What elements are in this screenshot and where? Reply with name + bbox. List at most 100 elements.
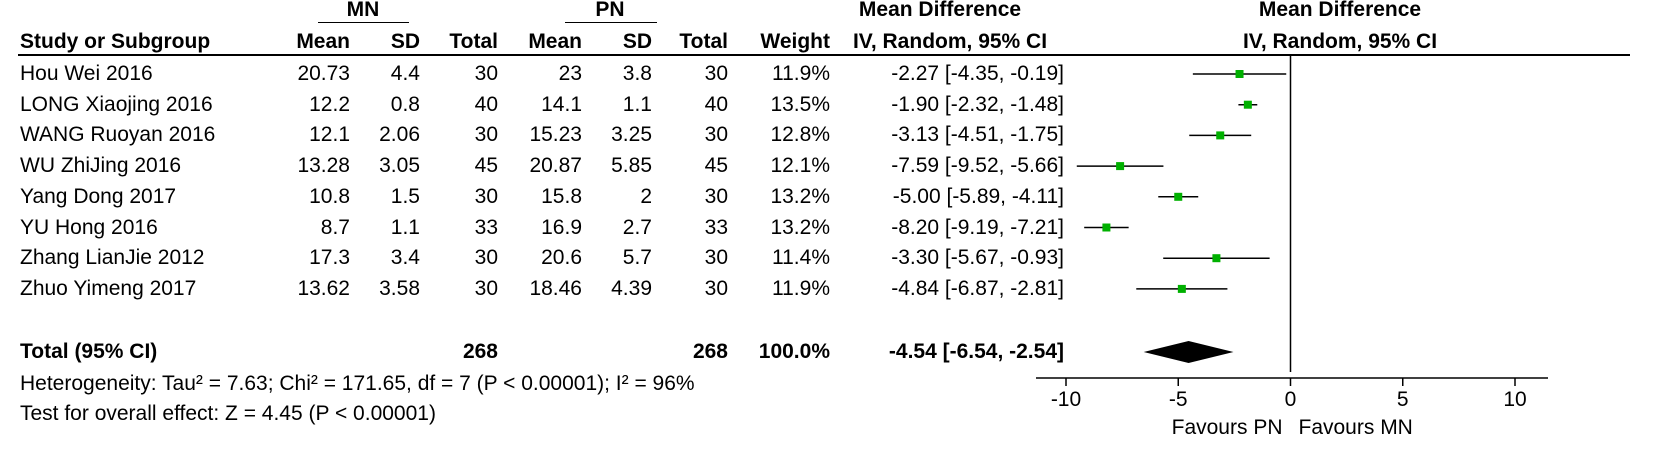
total2-cell: 30 [704, 184, 728, 208]
ci-cell: -3.30 [-5.67, -0.93] [891, 246, 1064, 270]
weight-col-header: Weight [760, 30, 830, 53]
total1-cell: 45 [474, 154, 498, 178]
total1-cell: 33 [474, 215, 498, 239]
mean1-cell: 13.28 [297, 154, 350, 178]
sd1-cell: 3.58 [379, 276, 420, 300]
sd1-cell: 2.06 [379, 123, 420, 147]
study-name: WANG Ruoyan 2016 [20, 123, 216, 147]
weight-cell: 13.2% [770, 215, 830, 239]
mean2-cell: 14.1 [541, 92, 582, 116]
point-estimate-marker [1212, 254, 1221, 263]
point-estimate-marker [1174, 192, 1183, 201]
study-name: Hou Wei 2016 [20, 62, 153, 85]
total-label: Total (95% CI) [20, 340, 158, 363]
weight-cell: 11.9% [772, 276, 830, 300]
md-plot-header: Mean Difference [1258, 0, 1422, 21]
total2-cell: 45 [704, 154, 728, 178]
point-estimate-marker [1116, 162, 1125, 171]
sd2-cell: 3.25 [611, 123, 652, 147]
sd2-cell: 3.8 [622, 62, 652, 85]
total2-cell: 40 [704, 92, 728, 116]
sd2-cell: 4.39 [611, 276, 652, 300]
sd1-cell: 3.4 [390, 246, 420, 270]
total2-cell: 30 [704, 246, 728, 270]
sd2-cell: 5.7 [622, 246, 652, 270]
sd2-cell: 1.1 [622, 92, 652, 116]
mean1-cell: 8.7 [320, 215, 350, 239]
total1-cell: 30 [474, 276, 498, 300]
study-name: Yang Dong 2017 [20, 184, 177, 208]
mean1-cell: 12.1 [309, 123, 350, 147]
x-tick-label: -5 [1169, 388, 1188, 411]
sd2-cell: 2.7 [622, 215, 652, 239]
sd2-cell: 5.85 [611, 154, 652, 178]
pooled-diamond [1143, 341, 1234, 363]
total-weight: 100.0% [758, 340, 830, 363]
group2-rule [565, 22, 657, 23]
mean2-cell: 20.87 [529, 154, 582, 178]
point-estimate-marker [1235, 70, 1244, 78]
weight-cell: 13.5% [770, 92, 830, 116]
group2-header: PN [595, 0, 625, 21]
mean2-cell: 20.6 [541, 246, 582, 270]
point-estimate-marker [1102, 223, 1111, 232]
mean1-cell: 12.2 [309, 92, 350, 116]
header-rule [18, 54, 1630, 56]
study-name: Zhang LianJie 2012 [20, 246, 205, 270]
mean1-col-header: Mean [296, 30, 350, 53]
overall-effect-text: Test for overall effect: Z = 4.45 (P < 0… [20, 402, 436, 425]
sd1-cell: 3.05 [379, 154, 420, 178]
ci-cell: -4.84 [-6.87, -2.81] [891, 276, 1064, 300]
ci-cell: -7.59 [-9.52, -5.66] [891, 154, 1064, 178]
x-tick-label: 10 [1503, 388, 1526, 411]
sd1-cell: 4.4 [390, 62, 420, 85]
total-ci: -4.54 [-6.54, -2.54] [888, 340, 1064, 363]
md-method-table-header: IV, Random, 95% CI [852, 30, 1048, 53]
weight-cell: 12.1% [770, 154, 830, 178]
weight-cell: 11.4% [772, 246, 830, 270]
ci-cell: -8.20 [-9.19, -7.21] [891, 215, 1064, 239]
weight-cell: 13.2% [770, 184, 830, 208]
heterogeneity-text: Heterogeneity: Tau² = 7.63; Chi² = 171.6… [20, 372, 695, 395]
total1-cell: 30 [474, 123, 498, 147]
mean2-col-header: Mean [528, 30, 582, 53]
mean1-cell: 20.73 [297, 62, 350, 85]
x-tick-label: -10 [1051, 388, 1081, 411]
mean2-cell: 18.46 [529, 276, 582, 300]
point-estimate-marker [1243, 100, 1252, 109]
sd2-cell: 2 [640, 184, 652, 208]
x-tick-label: 5 [1397, 388, 1409, 411]
md-table-header: Mean Difference [858, 0, 1022, 21]
mean2-cell: 16.9 [541, 215, 582, 239]
group1-header: MN [346, 0, 380, 21]
study-name: LONG Xiaojing 2016 [20, 92, 213, 116]
mean2-cell: 15.8 [541, 184, 582, 208]
favours-right-label: Favours MN [1299, 416, 1413, 439]
sd1-col-header: SD [390, 30, 420, 53]
weight-cell: 11.9% [772, 62, 830, 85]
total2-cell: 33 [704, 215, 728, 239]
x-tick-label: 0 [1285, 388, 1297, 411]
total1-col-header: Total [449, 30, 498, 53]
total2-value: 268 [692, 340, 728, 363]
ci-cell: -2.27 [-4.35, -0.19] [891, 62, 1064, 85]
mean1-cell: 10.8 [309, 184, 350, 208]
total2-cell: 30 [704, 123, 728, 147]
total2-cell: 30 [704, 276, 728, 300]
mean2-cell: 23 [558, 62, 582, 85]
sd1-cell: 1.5 [390, 184, 420, 208]
sd1-cell: 1.1 [390, 215, 420, 239]
ci-cell: -5.00 [-5.89, -4.11] [892, 184, 1064, 208]
weight-cell: 12.8% [770, 123, 830, 147]
point-estimate-marker [1177, 284, 1186, 293]
total1-value: 268 [462, 340, 498, 363]
mean1-cell: 17.3 [309, 246, 350, 270]
point-estimate-marker [1216, 131, 1225, 140]
total1-cell: 30 [474, 246, 498, 270]
study-name: YU Hong 2016 [20, 215, 158, 239]
group1-rule [318, 22, 409, 23]
favours-left-label: Favours PN [1172, 416, 1283, 439]
study-name: Zhuo Yimeng 2017 [20, 276, 197, 300]
total1-cell: 40 [474, 92, 498, 116]
